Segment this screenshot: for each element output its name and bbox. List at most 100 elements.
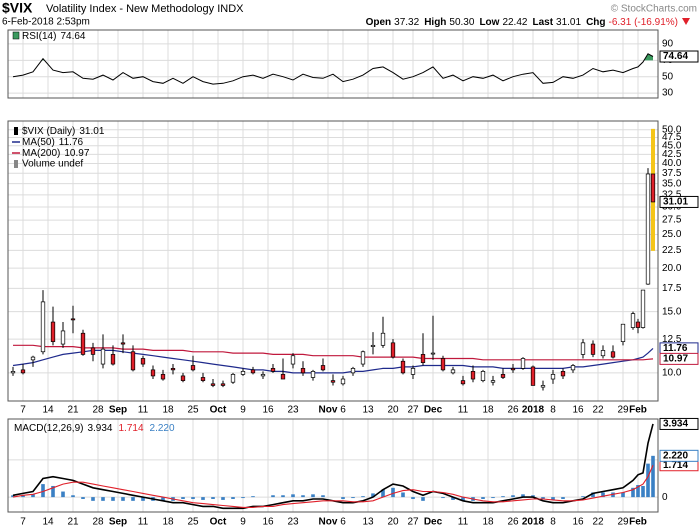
candle-body: [350, 368, 356, 374]
value-box-label: 3.934: [663, 419, 688, 430]
y-tick-label: 42.5: [662, 149, 682, 160]
candle-body: [560, 371, 566, 377]
histogram-bar: [636, 485, 640, 498]
histogram-bar: [591, 492, 595, 498]
legend-name: RSI(14): [22, 31, 56, 42]
histogram-bar: [381, 489, 385, 498]
histogram-bar: [351, 497, 355, 499]
value-box-label: 2.220: [663, 450, 688, 461]
legend-value: 11.76: [59, 137, 84, 148]
histogram-bar: [581, 496, 585, 498]
candle-body: [550, 374, 556, 380]
histogram-bar: [91, 497, 95, 501]
histogram-bar: [531, 495, 535, 498]
candle-body: [635, 321, 641, 328]
x-tick-label: 22: [592, 405, 604, 416]
candle-body: [470, 371, 476, 380]
legend-entry: MA(50) 11.76: [22, 137, 84, 148]
panel-background: [8, 30, 658, 98]
legend-value: 10.97: [64, 148, 89, 159]
histogram-bar: [321, 495, 325, 498]
candle-body: [80, 332, 86, 355]
stat-label: Chg: [586, 17, 605, 28]
histogram-bar: [41, 484, 45, 498]
candle-body: [260, 374, 266, 377]
histogram-bar: [191, 497, 195, 499]
candle-body: [230, 374, 236, 383]
candle-body: [290, 355, 296, 365]
stat-value: 37.32: [394, 17, 419, 28]
legend-value: 1.714: [119, 423, 144, 434]
y-tick-label: 20.0: [662, 263, 682, 274]
x-tick-label: 13: [362, 517, 374, 528]
candle-body: [130, 351, 136, 371]
candle-body: [520, 358, 526, 369]
x-tick-label: 7: [20, 405, 26, 416]
y-tick-label: 37.5: [662, 168, 682, 179]
candle-body: [580, 342, 586, 355]
candle-body: [90, 347, 96, 355]
candle-body: [240, 371, 246, 375]
candle-body: [450, 369, 456, 374]
histogram-bar: [631, 487, 635, 498]
histogram-bar: [651, 455, 655, 498]
histogram-bar: [231, 497, 235, 499]
quote-stats: Open 37.32 High 50.30 Low 22.42 Last 31.01 Chg -6…: [366, 17, 678, 28]
x-tick-label: 2018: [522, 517, 545, 528]
histogram-bar: [31, 494, 35, 498]
x-tick-label: 13: [362, 405, 374, 416]
x-tick-label: 14: [42, 517, 54, 528]
legend-name: MACD(12,26,9): [14, 423, 83, 434]
x-tick-label: 9: [240, 405, 246, 416]
legend-entry: Volume undef: [22, 159, 83, 170]
legend-entry: RSI(14) 74.64: [22, 31, 86, 42]
candle-body: [210, 383, 216, 386]
y-tick-label: 47.5: [662, 132, 682, 143]
x-tick-label: 18: [482, 517, 494, 528]
legend-icon: [14, 160, 18, 168]
candle-body: [150, 369, 156, 377]
legend-icon: [12, 31, 20, 40]
histogram-bar: [621, 492, 625, 498]
candle-body: [650, 173, 656, 203]
candle-body: [460, 380, 466, 385]
candle-body: [170, 368, 176, 371]
y-tick-label: 17.5: [662, 283, 682, 294]
panel-border: [7, 120, 659, 402]
y-tick-label: 25.0: [662, 229, 682, 240]
candle-body: [420, 354, 426, 363]
candle-body: [620, 323, 626, 342]
x-tick-label: Dec: [424, 405, 443, 416]
candle-body: [400, 360, 406, 374]
histogram-bar: [646, 463, 650, 498]
histogram-bar: [251, 496, 255, 498]
y-tick-label: 30: [662, 88, 674, 99]
legend-entry: MA(200) 10.97: [22, 148, 90, 159]
value-box: [659, 352, 699, 365]
candle-body: [330, 380, 336, 383]
histogram-bar: [541, 497, 545, 499]
stat-value: 22.42: [502, 17, 527, 28]
legend-name: MA(50): [22, 137, 55, 148]
legend-icon: [14, 127, 18, 135]
histogram-bar: [441, 497, 445, 499]
macd-line: [12, 464, 654, 508]
histogram-bar: [341, 497, 345, 499]
candle-body: [610, 351, 616, 358]
histogram-bar: [461, 497, 465, 501]
candle-body: [540, 385, 546, 388]
histogram-bar: [601, 492, 605, 498]
histogram-bar: [521, 494, 525, 498]
candle-body: [270, 368, 276, 372]
y-tick-label: 15.0: [662, 306, 682, 317]
candle-body: [70, 318, 76, 321]
x-tick-label: 26: [507, 405, 519, 416]
candle-body: [440, 358, 446, 371]
x-tick-label: 23: [287, 405, 299, 416]
candle-body: [30, 356, 36, 361]
histogram-bar: [451, 497, 455, 500]
x-tick-label: 23: [287, 517, 299, 528]
legend-value: 74.64: [60, 31, 85, 42]
histogram-bar: [21, 495, 25, 498]
histogram-bar: [181, 497, 185, 499]
